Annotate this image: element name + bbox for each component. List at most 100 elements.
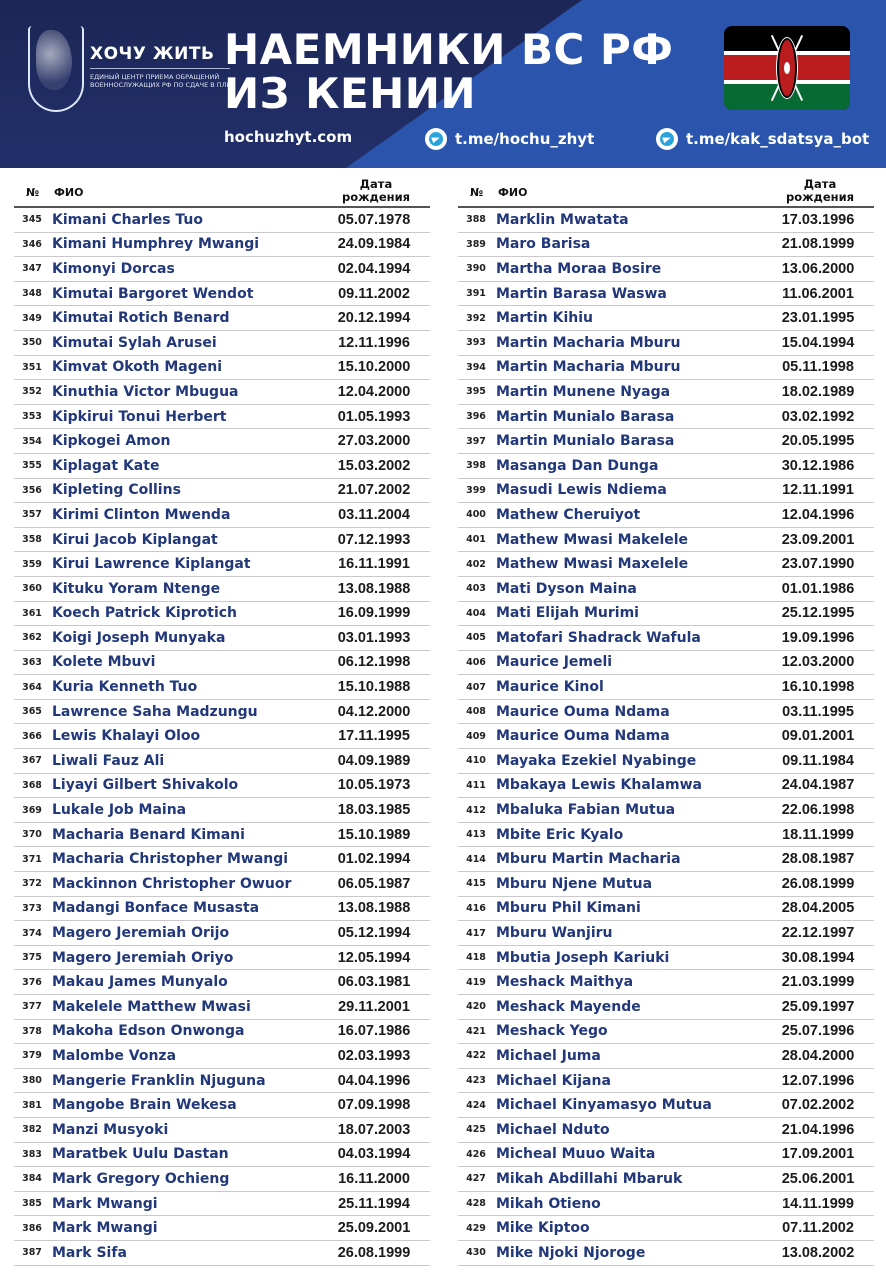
table-row: 366 Lewis Khalayi Oloo 17.11.1995 [14,724,430,750]
table-row: 345 Kimani Charles Tuo 05.07.1978 [14,208,430,233]
header-date-line2: рождения [785,190,855,204]
table-row: 418 Mbutia Joseph Kariuki 30.08.1994 [458,946,874,971]
row-birthdate: 10.05.1973 [337,777,411,794]
table-row: 348 Kimutai Bargoret Wendot 09.11.2002 [14,282,430,307]
row-birthdate: 05.12.1994 [337,925,411,942]
kenya-flag-icon [724,26,850,110]
row-number: 362 [22,632,42,644]
row-number: 349 [22,312,42,324]
row-birthdate: 14.11.1999 [782,1195,854,1212]
row-number: 359 [22,558,42,570]
row-number: 410 [466,755,486,767]
row-name: Micheal Muuo Waita [496,1146,656,1163]
table-row: 390 Martha Moraa Bosire 13.06.2000 [458,257,874,282]
row-name: Kimutai Sylah Arusei [52,334,217,351]
row-name: Mike Njoki Njoroge [496,1244,646,1261]
telegram-channel-text[interactable]: t.me/hochu_zhyt [455,130,595,148]
row-birthdate: 27.03.2000 [337,433,411,450]
table-row: 369 Lukale Job Maina 18.03.1985 [14,798,430,823]
row-birthdate: 22.06.1998 [781,802,855,819]
row-birthdate: 25.12.1995 [781,605,855,622]
row-name: Michael Nduto [496,1121,610,1138]
table-row: 394 Martin Macharia Mburu 05.11.1998 [458,356,874,381]
row-number: 377 [22,1001,42,1013]
row-birthdate: 28.04.2005 [781,900,855,917]
row-number: 361 [22,607,42,619]
row-number: 409 [466,730,486,742]
website-text[interactable]: hochuzhyt.com [224,128,353,146]
header-birthdate: Дата рождения [336,178,416,204]
row-number: 388 [466,214,486,226]
row-name: Mayaka Ezekiel Nyabinge [496,752,697,769]
table-row: 402 Mathew Mwasi Maxelele 23.07.1990 [458,552,874,577]
row-birthdate: 05.11.1998 [782,359,854,376]
row-number: 380 [22,1075,42,1087]
row-number: 429 [466,1222,486,1234]
row-name: Martin Macharia Mburu [496,359,681,376]
row-name: Mark Mwangi [52,1195,158,1212]
row-number: 405 [466,632,486,644]
row-name: Marklin Mwatata [496,211,629,228]
row-birthdate: 12.05.1994 [337,949,411,966]
website-link[interactable]: hochuzhyt.com [224,128,352,146]
header-number: № [470,186,484,199]
row-birthdate: 16.09.1999 [337,605,411,622]
table-row: 414 Mburu Martin Macharia 28.08.1987 [458,847,874,873]
row-birthdate: 06.12.1998 [337,654,411,671]
table-row: 421 Meshack Yego 25.07.1996 [458,1020,874,1045]
row-name: Malombe Vonza [52,1047,177,1064]
header-birthdate: Дата рождения [780,178,860,204]
row-birthdate: 15.10.1989 [337,826,411,843]
row-name: Manzi Musyoki [52,1121,169,1138]
table-row: 384 Mark Gregory Ochieng 16.11.2000 [14,1167,430,1192]
row-birthdate: 13.08.2002 [781,1244,855,1261]
row-name: Mangobe Brain Wekesa [52,1097,237,1114]
table-row: 346 Kimani Humphrey Mwangi 24.09.1984 [14,233,430,258]
table-row: 362 Koigi Joseph Munyaka 03.01.1993 [14,626,430,651]
telegram-link-channel[interactable]: t.me/hochu_zhyt [425,128,594,150]
table-row: 423 Michael Kijana 12.07.1996 [458,1069,874,1094]
table-row: 378 Makoha Edson Onwonga 16.07.1986 [14,1020,430,1045]
table-row: 351 Kimvat Okoth Mageni 15.10.2000 [14,356,430,381]
row-name: Mangerie Franklin Njuguna [52,1072,266,1089]
table-row: 347 Kimonyi Dorcas 02.04.1994 [14,257,430,282]
table-header: № ФИО Дата рождения [14,176,430,208]
row-name: Masudi Lewis Ndiema [496,482,667,499]
table-row: 392 Martin Kihiu 23.01.1995 [458,306,874,331]
row-name: Mackinnon Christopher Owuor [52,875,292,892]
row-birthdate: 07.11.2002 [782,1220,854,1237]
row-birthdate: 28.08.1987 [781,851,855,868]
table-row: 353 Kipkirui Tonui Herbert 01.05.1993 [14,405,430,430]
table-row: 381 Mangobe Brain Wekesa 07.09.1998 [14,1093,430,1118]
telegram-link-bot[interactable]: t.me/kak_sdatsya_bot [656,128,869,150]
row-name: Madangi Bonface Musasta [52,900,260,917]
telegram-bot-text[interactable]: t.me/kak_sdatsya_bot [686,130,870,148]
row-number: 363 [22,656,42,668]
row-name: Liwali Fauz Ali [52,752,165,769]
owl-shield-icon [28,26,84,112]
row-number: 366 [22,730,42,742]
row-name: Kimani Charles Tuo [52,211,204,228]
table-row: 399 Masudi Lewis Ndiema 12.11.1991 [458,479,874,504]
row-birthdate: 17.09.2001 [781,1146,855,1163]
table-row: 355 Kiplagat Kate 15.03.2002 [14,454,430,479]
table-row: 373 Madangi Bonface Musasta 13.08.1988 [14,897,430,922]
table-row: 397 Martin Munialo Barasa 20.05.1995 [458,429,874,454]
row-birthdate: 09.01.2001 [781,728,855,745]
row-name: Martin Barasa Waswa [496,285,667,302]
row-birthdate: 21.04.1996 [781,1121,855,1138]
table-row: 430 Mike Njoki Njoroge 13.08.2002 [458,1241,874,1266]
row-number: 386 [22,1222,42,1234]
table-row: 372 Mackinnon Christopher Owuor 06.05.1987 [14,872,430,897]
row-number: 416 [466,902,486,914]
row-birthdate: 16.11.2000 [338,1170,410,1187]
row-birthdate: 17.03.1996 [781,211,855,228]
row-name: Kirui Jacob Kiplangat [52,531,218,548]
row-number: 403 [466,583,486,595]
title-line-1: НАЕМНИКИ ВС РФ [224,25,674,74]
row-number: 421 [466,1025,486,1037]
row-name: Mathew Cheruiyot [496,506,641,523]
row-number: 347 [22,263,42,275]
row-birthdate: 12.07.1996 [781,1072,855,1089]
row-name: Martin Munialo Barasa [496,433,675,450]
